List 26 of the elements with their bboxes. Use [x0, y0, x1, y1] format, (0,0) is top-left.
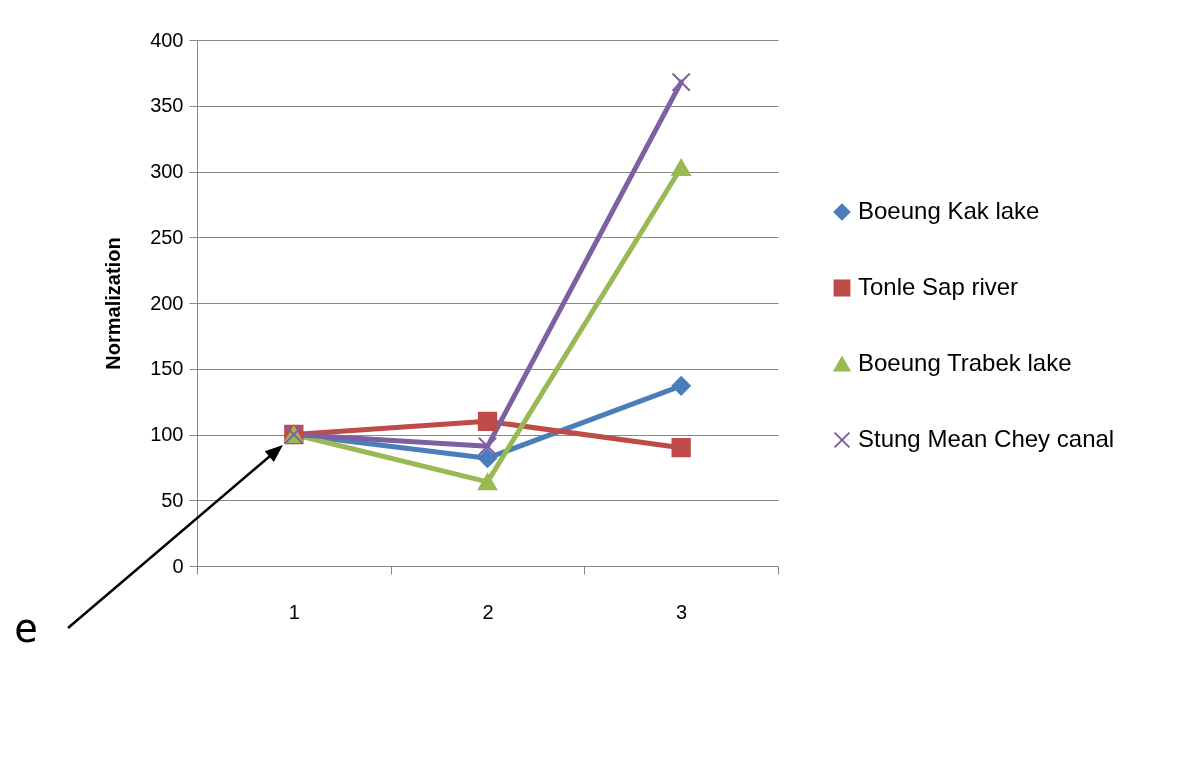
text: e [14, 605, 39, 651]
x-tick-label: 1 [288, 600, 300, 623]
y-axis-title: Normalization [102, 237, 125, 370]
y-tick-label: 50 [161, 488, 184, 511]
y-tick-label: 300 [150, 160, 184, 182]
point [671, 72, 691, 92]
y-tick-label: 400 [150, 28, 184, 51]
x-tick-label: 3 [676, 600, 688, 623]
y-tick-label: 100 [150, 423, 184, 445]
y-tick-label: 0 [172, 554, 184, 577]
point [671, 159, 691, 177]
point [477, 411, 498, 432]
y-tick-label: 200 [150, 291, 184, 314]
x-tick-label: 2 [482, 600, 494, 623]
legend-label: Boeung Trabek lake [858, 349, 1072, 376]
point [477, 448, 498, 468]
point [671, 437, 691, 458]
legend-label: Stung Mean Chey canal [858, 425, 1115, 452]
y-tick-label: 150 [150, 357, 184, 380]
point [477, 473, 498, 491]
legend-label: Boeung Kak lake [858, 197, 1040, 224]
y-tick-label: 350 [150, 94, 184, 117]
point [671, 376, 691, 396]
legend-label: Tonle Sap river [858, 273, 1019, 300]
point [477, 436, 498, 456]
y-tick-label: 250 [150, 225, 184, 248]
